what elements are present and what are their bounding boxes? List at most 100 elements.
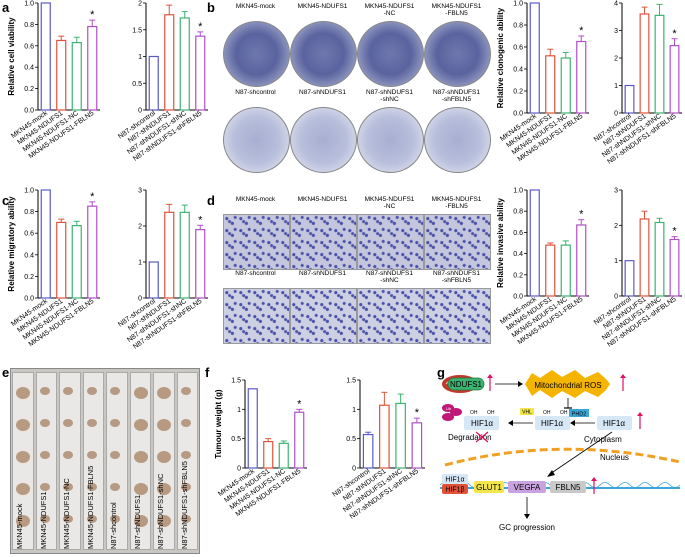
- y-tick-label: 0.4: [513, 67, 523, 74]
- invasion-field: [424, 214, 491, 270]
- bar: [179, 211, 190, 299]
- colony-plate: [357, 21, 424, 87]
- glut1-box: [474, 481, 504, 493]
- bar: [87, 25, 98, 111]
- y-tick-label: 2: [614, 56, 618, 63]
- y-tick-label: 0.5: [231, 436, 241, 443]
- chart-a2: 00.511.52N87-shcontrolN87-shNDUFS1N87-sh…: [117, 1, 208, 163]
- significance-star: *: [198, 21, 203, 33]
- tumour-mass: [180, 515, 191, 523]
- y-tick-label: 0: [614, 294, 618, 301]
- tumour-column: [176, 372, 198, 550]
- ros-label: Mitochondrial ROS: [534, 381, 601, 390]
- y-tick-label: 0.5: [132, 81, 142, 88]
- tumour-mass: [63, 515, 73, 523]
- colony-plate: [357, 107, 424, 173]
- bar: [624, 84, 635, 114]
- bar: [639, 218, 650, 297]
- bar: [669, 238, 680, 297]
- y-tick-label: 3: [614, 28, 618, 35]
- y-tick-label: 1.0: [513, 1, 523, 8]
- bar: [40, 2, 51, 111]
- tumour-mass: [16, 419, 30, 431]
- panel-letter-c: c: [2, 193, 10, 208]
- fbln5-box: [550, 481, 586, 493]
- tumour-mass: [39, 483, 50, 491]
- tumour-group-label: N87-shNDUFS1-shFBLN5: [179, 461, 189, 549]
- cytoplasm-label: Cytoplasm: [584, 435, 622, 444]
- y-tick-label: 1.5: [346, 378, 356, 385]
- tumour-mass: [180, 419, 191, 427]
- y-axis-label: Tumour weight (g): [214, 389, 223, 459]
- panel-letter-a: a: [2, 0, 10, 15]
- ndufs1-label: NDUFS1: [450, 380, 483, 389]
- chart-d2: 0123N87-shcontrolN87-shNDUFS1N87-shNDUFS…: [593, 188, 682, 349]
- tumour-mass: [180, 387, 191, 395]
- tumour-mass: [133, 483, 148, 495]
- chart-c1: 0.0 0.2 0.4 0.6 0.8 1.0 Relative migratory abi…: [7, 188, 100, 348]
- panel-letter-b: b: [207, 0, 215, 15]
- y-axis-label: Relative cell viability: [7, 17, 16, 96]
- y-tick-label: 2: [138, 1, 142, 8]
- bar: [576, 40, 587, 114]
- photo-label: MKN45-mock: [235, 196, 276, 203]
- colony-plate: [290, 107, 357, 173]
- photo-label: N87-shNDUFS1 -shNC: [366, 89, 413, 103]
- bar: [545, 244, 556, 297]
- chart-c2: 0123N87-shcontrolN87-shNDUFS1N87-shNDUFS…: [117, 188, 208, 351]
- phd2-box: [569, 409, 589, 417]
- tumour-mass: [16, 387, 30, 399]
- tumour-mass: [110, 515, 120, 523]
- tumour-mass: [86, 515, 97, 523]
- bar: [195, 35, 206, 111]
- oh-label-left2: OH: [487, 410, 495, 416]
- invasion-field: [357, 288, 424, 344]
- vhl-label: VHL: [522, 410, 532, 416]
- fbln5-label: FBLN5: [556, 483, 581, 492]
- significance-star: *: [579, 209, 584, 221]
- tumour-mass: [110, 451, 120, 459]
- tumour-mass: [110, 419, 120, 427]
- y-tick-label: 0.2: [513, 89, 523, 96]
- phd2-label: PHD2: [572, 412, 587, 418]
- bar: [395, 402, 406, 469]
- photo-label: MKN45-NDUFS1: [297, 196, 348, 203]
- photo-label: N87-shNDUFS1: [299, 89, 346, 96]
- colony-plate: [424, 21, 491, 87]
- panel-letter-d: d: [207, 193, 215, 208]
- bar: [669, 45, 680, 114]
- invasion-field: [424, 288, 491, 344]
- oh-label-mid2: OH: [560, 410, 568, 416]
- photo-label: MKN45-NDUFS1 -FBLN5: [431, 196, 482, 210]
- y-tick-label: 0: [138, 296, 142, 303]
- y-tick-label: 1: [138, 54, 142, 61]
- y-tick-label: 3: [614, 188, 618, 195]
- gc-progression-label: GC progression: [499, 523, 555, 532]
- tumour-mass: [180, 451, 191, 459]
- bar: [263, 441, 274, 469]
- degradation-label: Degradation: [448, 433, 492, 442]
- photo-label: MKN45-NDUFS1 -NC: [364, 196, 415, 210]
- chart-a1: 0.0 0.2 0.4 0.6 0.8 1.0 Relative cell viabilit…: [7, 1, 100, 160]
- y-tick-label: 0.8: [513, 209, 523, 216]
- photo-label: N87-shNDUFS1 -shNC: [366, 270, 413, 284]
- significance-star: *: [90, 9, 95, 21]
- y-tick-label: 0.6: [24, 231, 34, 238]
- ub-icon-3: [442, 413, 454, 421]
- y-axis-label: Relative invasive ability: [496, 198, 505, 288]
- y-tick-label: 0.6: [24, 43, 34, 50]
- y-axis-label: Relative migratory ability: [7, 196, 16, 292]
- chart-b1: 0.0 0.2 0.4 0.6 0.8 1.0 Relative clonogenic ab…: [496, 1, 589, 163]
- glut1-label: GLUT1: [476, 483, 502, 492]
- bar: [56, 221, 67, 299]
- bar: [164, 211, 175, 299]
- tumour-group-label: MKN45-NDUFS1-NC: [62, 478, 71, 549]
- oh-label-left: OH: [470, 410, 478, 416]
- tumour-mass: [39, 419, 50, 427]
- ub-label: Ub: [446, 406, 452, 411]
- ub-icon-2: [450, 408, 462, 416]
- tumour-mass: [157, 515, 171, 527]
- tumour-mass: [63, 451, 73, 459]
- tumour-group-label: MKN45-mock: [15, 503, 24, 549]
- photo-label: N87-shcontrol: [235, 270, 276, 277]
